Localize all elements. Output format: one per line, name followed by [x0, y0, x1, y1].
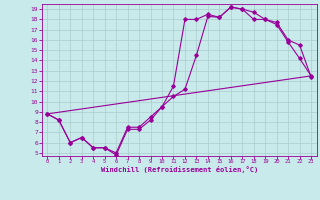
- X-axis label: Windchill (Refroidissement éolien,°C): Windchill (Refroidissement éolien,°C): [100, 166, 258, 173]
